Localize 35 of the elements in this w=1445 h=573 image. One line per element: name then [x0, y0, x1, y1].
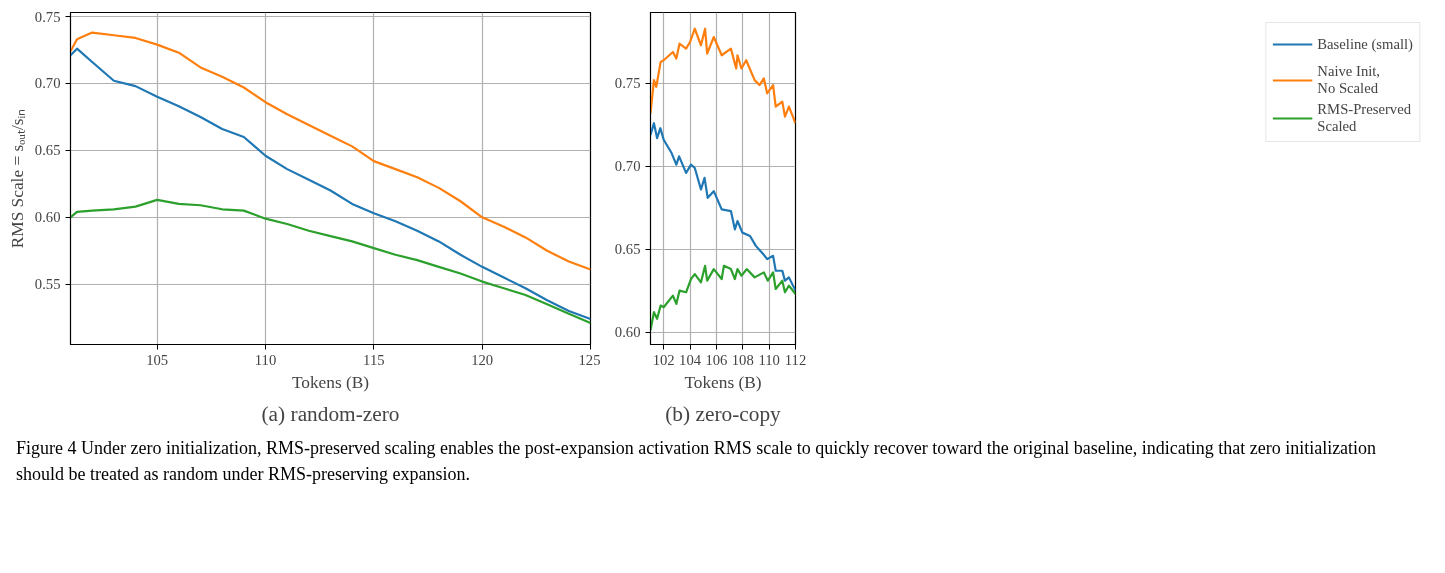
y-tick-label: 0.75 — [614, 75, 641, 92]
y-tick-label: 0.65 — [34, 142, 61, 159]
caption: Figure 4 Under zero initialization, RMS-preserved scaling enables the post-expansion activation RMS scale to quickly recover toward the original baseline, indicating that zero initialization should be treated as random under RMS-preserving expansion. — [16, 437, 1378, 487]
x-axis-title: Tokens (B) — [291, 372, 370, 392]
line-series — [650, 122, 796, 292]
y-tick-label: 0.70 — [34, 75, 61, 92]
y-tick-label: 0.70 — [614, 158, 641, 175]
y-axis-title: RMS Scale = sₒᵤₜ/sᵢₙ — [7, 108, 27, 249]
legend-label: Baseline (small) — [1317, 34, 1413, 54]
line-series — [70, 198, 591, 325]
x-tick-label: 106 — [705, 351, 728, 368]
x-tick-label: 125 — [578, 351, 601, 368]
y-tick-label: 0.60 — [34, 209, 61, 226]
legend-label: RMS-Preserved Scaled — [1317, 101, 1411, 135]
x-tick-label: 102 — [652, 351, 675, 368]
line-series — [650, 27, 796, 125]
x-tick-label: 105 — [146, 351, 169, 368]
x-tick-label: 112 — [784, 351, 807, 368]
y-tick-label: 0.65 — [614, 241, 641, 258]
line-series — [70, 31, 591, 271]
x-axis-title: Tokens (B) — [684, 372, 762, 392]
x-tick-label: 104 — [679, 351, 702, 368]
x-tick-label: 115 — [363, 351, 385, 368]
legend-label: Naive Init, No Scaled — [1317, 63, 1381, 97]
text: (b) zero-copy — [665, 401, 782, 426]
line-series — [650, 264, 796, 332]
text: (a) random-zero — [261, 401, 400, 426]
x-tick-label: 108 — [731, 351, 754, 368]
line-series — [70, 47, 591, 321]
y-tick-label: 0.55 — [34, 276, 61, 293]
y-tick-label: 0.60 — [614, 324, 641, 341]
x-tick-label: 110 — [758, 351, 780, 368]
x-tick-label: 110 — [254, 351, 277, 368]
x-tick-label: 120 — [471, 351, 494, 368]
y-tick-label: 0.75 — [34, 8, 61, 25]
